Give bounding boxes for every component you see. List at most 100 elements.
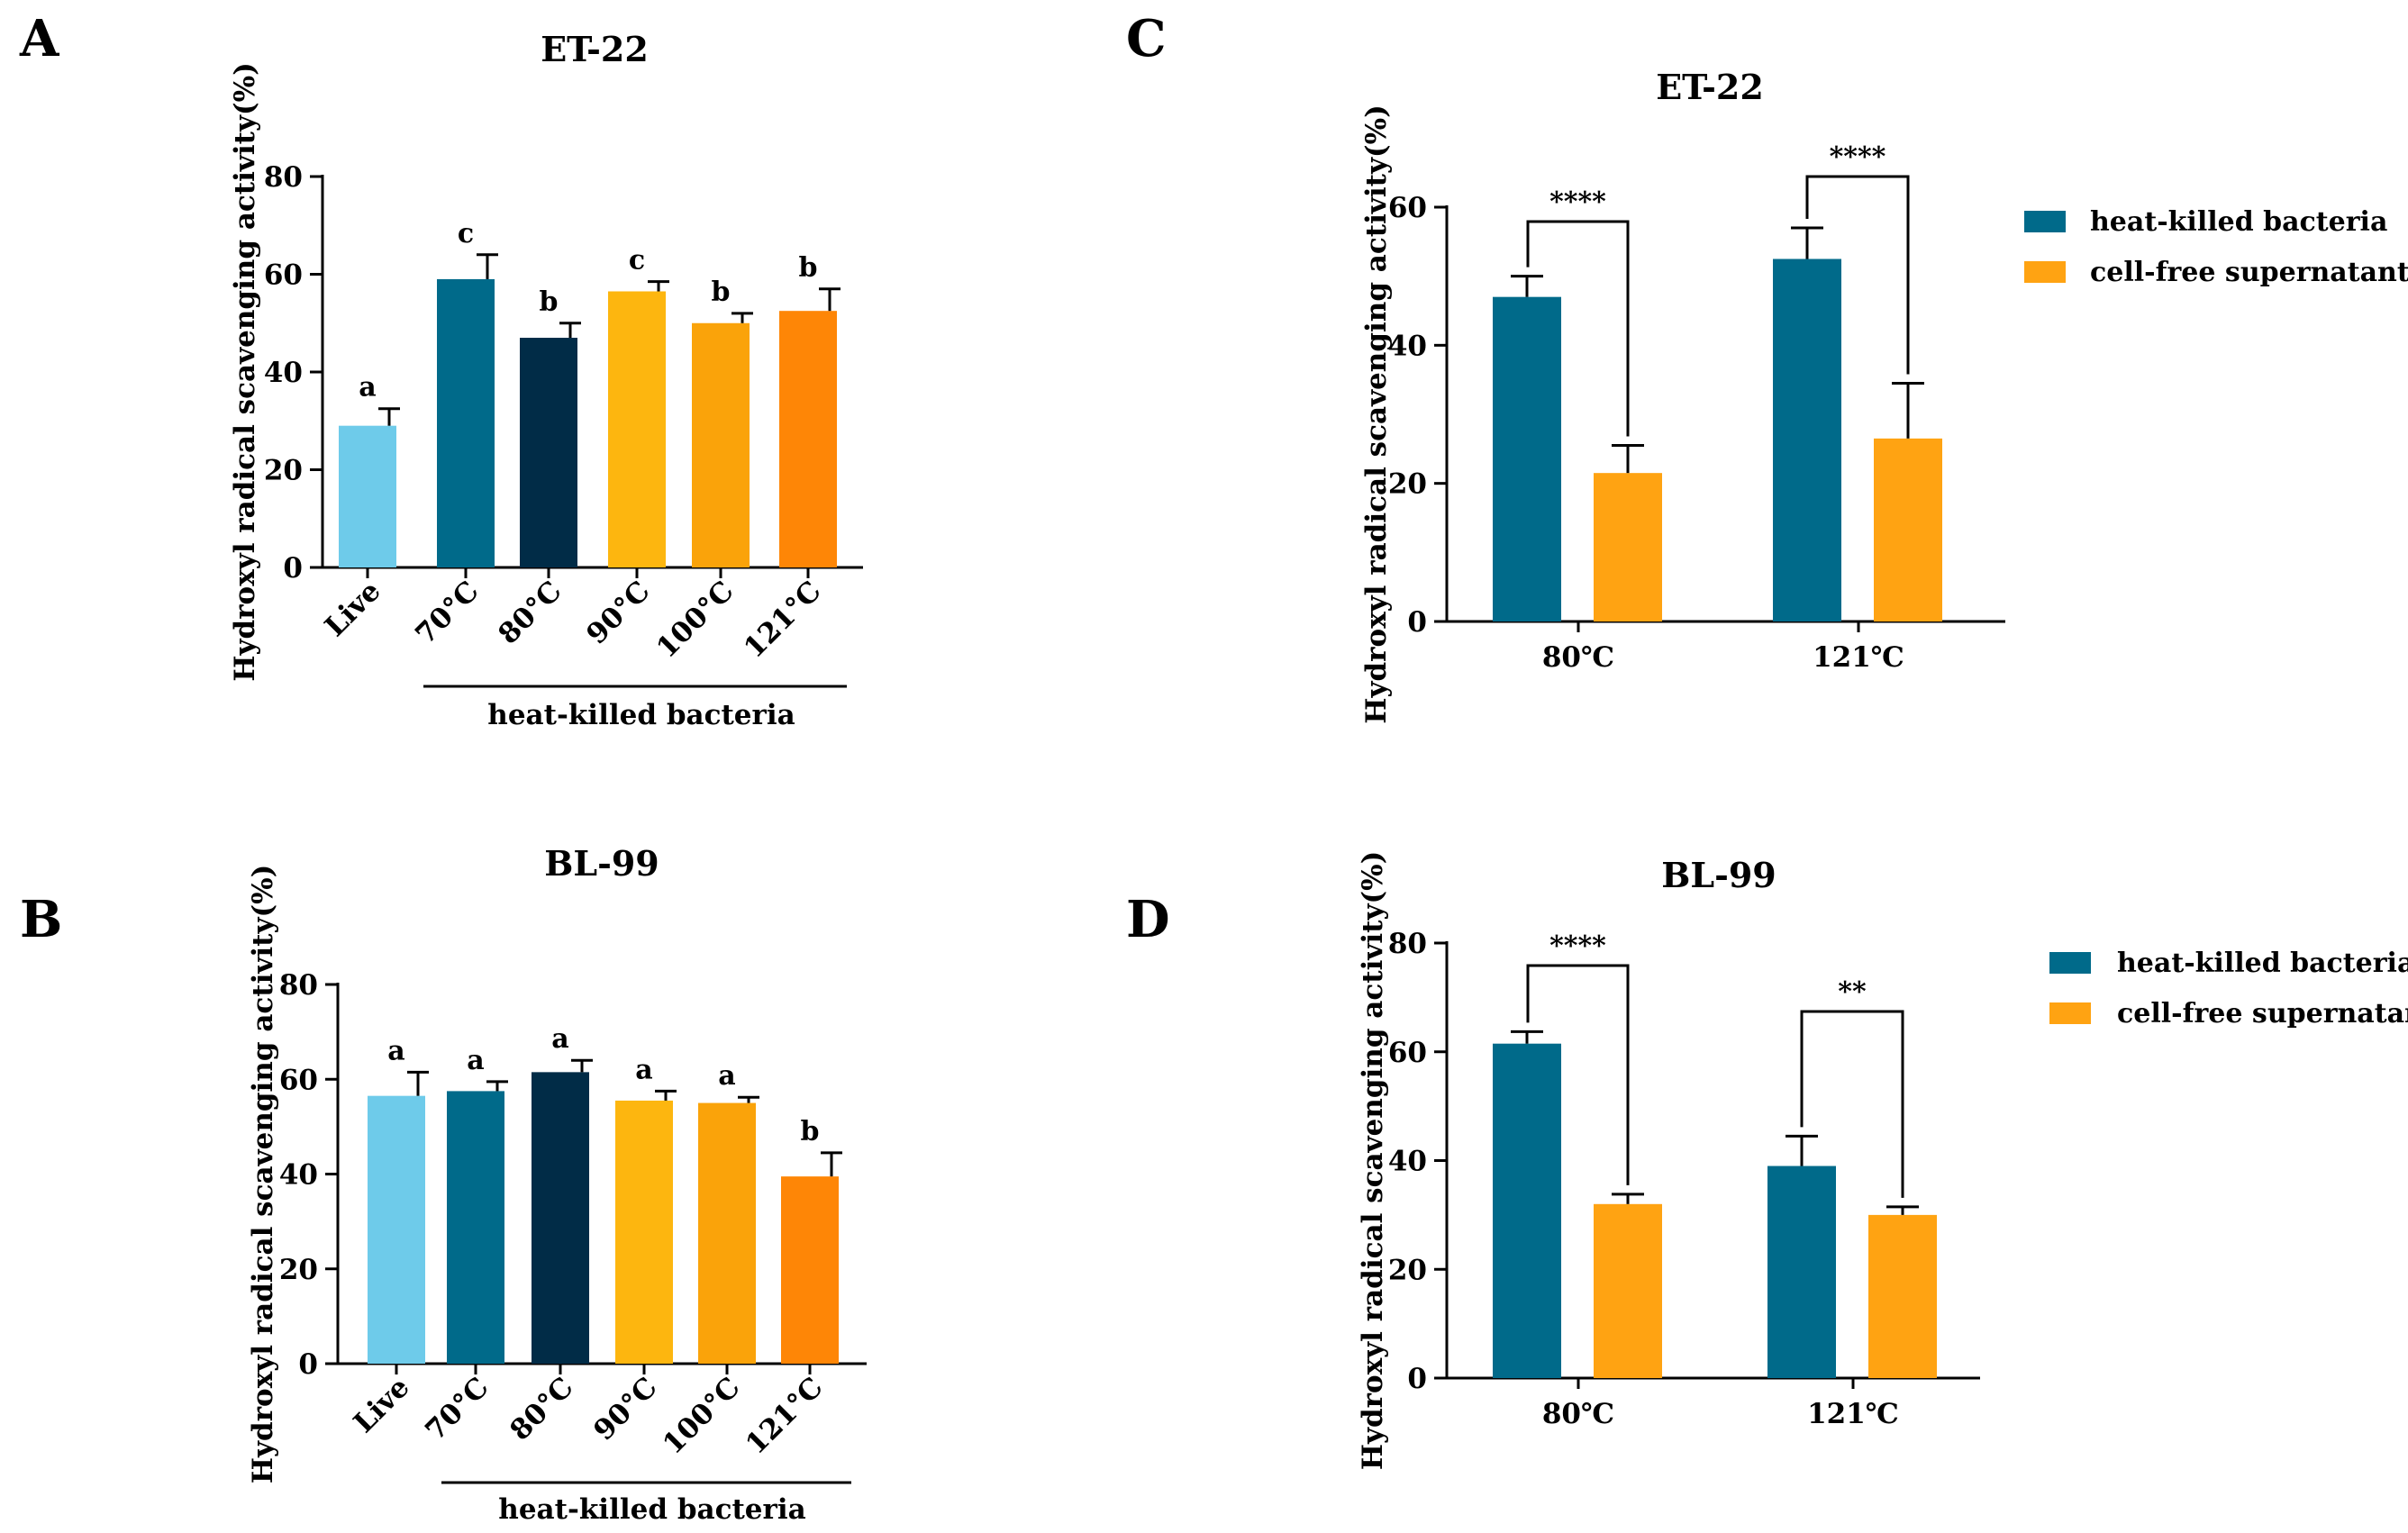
- bar: [1493, 296, 1561, 621]
- legend-swatch: [2024, 261, 2066, 283]
- x-tick-label: 70°C: [409, 575, 485, 650]
- significance-letter: b: [712, 277, 731, 308]
- bar: [1773, 259, 1841, 621]
- y-tick-label: 0: [1407, 1363, 1427, 1395]
- significance-stars: ****: [1549, 930, 1606, 962]
- significance-letter: a: [359, 372, 376, 404]
- bar: [1767, 1166, 1836, 1378]
- significance-letter: c: [629, 245, 645, 277]
- bar: [447, 1091, 504, 1364]
- y-tick-label: 60: [279, 1064, 318, 1096]
- y-tick-label: 0: [298, 1348, 318, 1381]
- y-tick-label: 40: [264, 357, 303, 389]
- bar: [779, 311, 837, 567]
- panel-letter-c: C: [1126, 9, 1167, 68]
- chart-title: ET-22: [1656, 67, 1764, 107]
- y-tick-label: 40: [279, 1159, 318, 1192]
- y-tick-label: 60: [1388, 1037, 1427, 1069]
- legend-label: cell-free supernatant: [2117, 998, 2408, 1030]
- significance-letter: a: [387, 1035, 404, 1066]
- y-tick-label: 60: [1388, 192, 1427, 224]
- bar: [1493, 1043, 1561, 1378]
- x-tick-label: 121℃: [1807, 1398, 1899, 1430]
- y-tick-label: 80: [279, 969, 318, 1002]
- y-tick-label: 20: [1388, 1254, 1427, 1286]
- significance-letter: b: [540, 286, 559, 318]
- chart-title: BL-99: [1661, 855, 1776, 895]
- y-axis-label: Hydroxyl radical scavenging activity(%): [229, 62, 261, 682]
- bar: [608, 291, 666, 567]
- legend-swatch: [2049, 952, 2091, 974]
- bar: [615, 1100, 673, 1364]
- x-tick-label: 121°C: [740, 1371, 830, 1461]
- x-tick-label: 80℃: [1542, 1398, 1614, 1430]
- y-axis-label: Hydroxyl radical scavenging activity(%): [247, 865, 279, 1484]
- y-tick-label: 0: [1407, 606, 1427, 639]
- y-tick-label: 40: [1388, 1146, 1427, 1178]
- significance-letter: a: [635, 1054, 652, 1085]
- y-axis-label: Hydroxyl radical scavenging activity(%): [1357, 851, 1389, 1471]
- y-tick-label: 20: [1388, 468, 1427, 501]
- chart-title: ET-22: [541, 29, 649, 69]
- bar: [698, 1102, 756, 1364]
- significance-letter: c: [458, 218, 474, 249]
- x-tick-label: 121°C: [738, 575, 828, 665]
- bar: [532, 1072, 589, 1364]
- y-tick-label: 80: [1388, 928, 1427, 960]
- significance-stars: ****: [1830, 141, 1886, 173]
- y-tick-label: 20: [279, 1254, 318, 1286]
- significance-stars: **: [1838, 976, 1867, 1008]
- bar: [368, 1095, 425, 1364]
- panel-letter-b: B: [20, 890, 62, 949]
- y-tick-label: 40: [1388, 330, 1427, 362]
- bar: [437, 278, 495, 567]
- significance-letter: a: [467, 1045, 484, 1076]
- x-tick-label: 70°C: [419, 1371, 495, 1447]
- x-tick-label: 80℃: [1542, 641, 1614, 674]
- x-tick-label: 121℃: [1813, 641, 1904, 674]
- y-tick-label: 80: [264, 161, 303, 194]
- panel-letter-d: D: [1126, 890, 1170, 949]
- bar: [1594, 473, 1662, 621]
- significance-letter: a: [718, 1060, 735, 1092]
- x-tick-label: 80°C: [504, 1371, 579, 1447]
- significance-letter: a: [551, 1023, 568, 1055]
- x-tick-label: 80°C: [492, 575, 568, 650]
- y-tick-label: 20: [264, 455, 303, 487]
- y-tick-label: 60: [264, 259, 303, 292]
- bar: [692, 322, 750, 567]
- legend-label: heat-killed bacteria: [2117, 948, 2408, 979]
- legend-swatch: [2049, 1002, 2091, 1024]
- y-axis-label: Hydroxyl radical scavenging activity(%): [1360, 104, 1393, 724]
- x-tick-label: Live: [348, 1371, 416, 1439]
- significance-letter: b: [799, 252, 818, 284]
- bar: [1868, 1214, 1937, 1378]
- x-tick-label: 100°C: [657, 1371, 747, 1461]
- significance-bracket: [1526, 220, 1630, 437]
- significance-bracket: [1526, 964, 1630, 1185]
- chart-title: BL-99: [544, 843, 659, 884]
- legend-label: cell-free supernatant: [2090, 257, 2408, 288]
- panel-letter-a: A: [19, 9, 60, 68]
- significance-letter: b: [801, 1116, 820, 1147]
- bar: [1594, 1203, 1662, 1378]
- legend-swatch: [2024, 211, 2066, 232]
- bar: [520, 338, 577, 567]
- bar: [339, 425, 396, 567]
- group-label: heat-killed bacteria: [498, 1493, 805, 1526]
- legend-label: heat-killed bacteria: [2090, 206, 2387, 238]
- bar: [781, 1176, 839, 1364]
- significance-stars: ****: [1549, 186, 1606, 218]
- y-tick-label: 0: [283, 552, 303, 585]
- bar: [1874, 438, 1942, 621]
- x-tick-label: 90°C: [580, 575, 656, 650]
- group-label: heat-killed bacteria: [487, 699, 795, 731]
- significance-bracket: [1800, 1010, 1904, 1198]
- x-tick-label: Live: [319, 575, 387, 643]
- x-tick-label: 100°C: [650, 575, 741, 665]
